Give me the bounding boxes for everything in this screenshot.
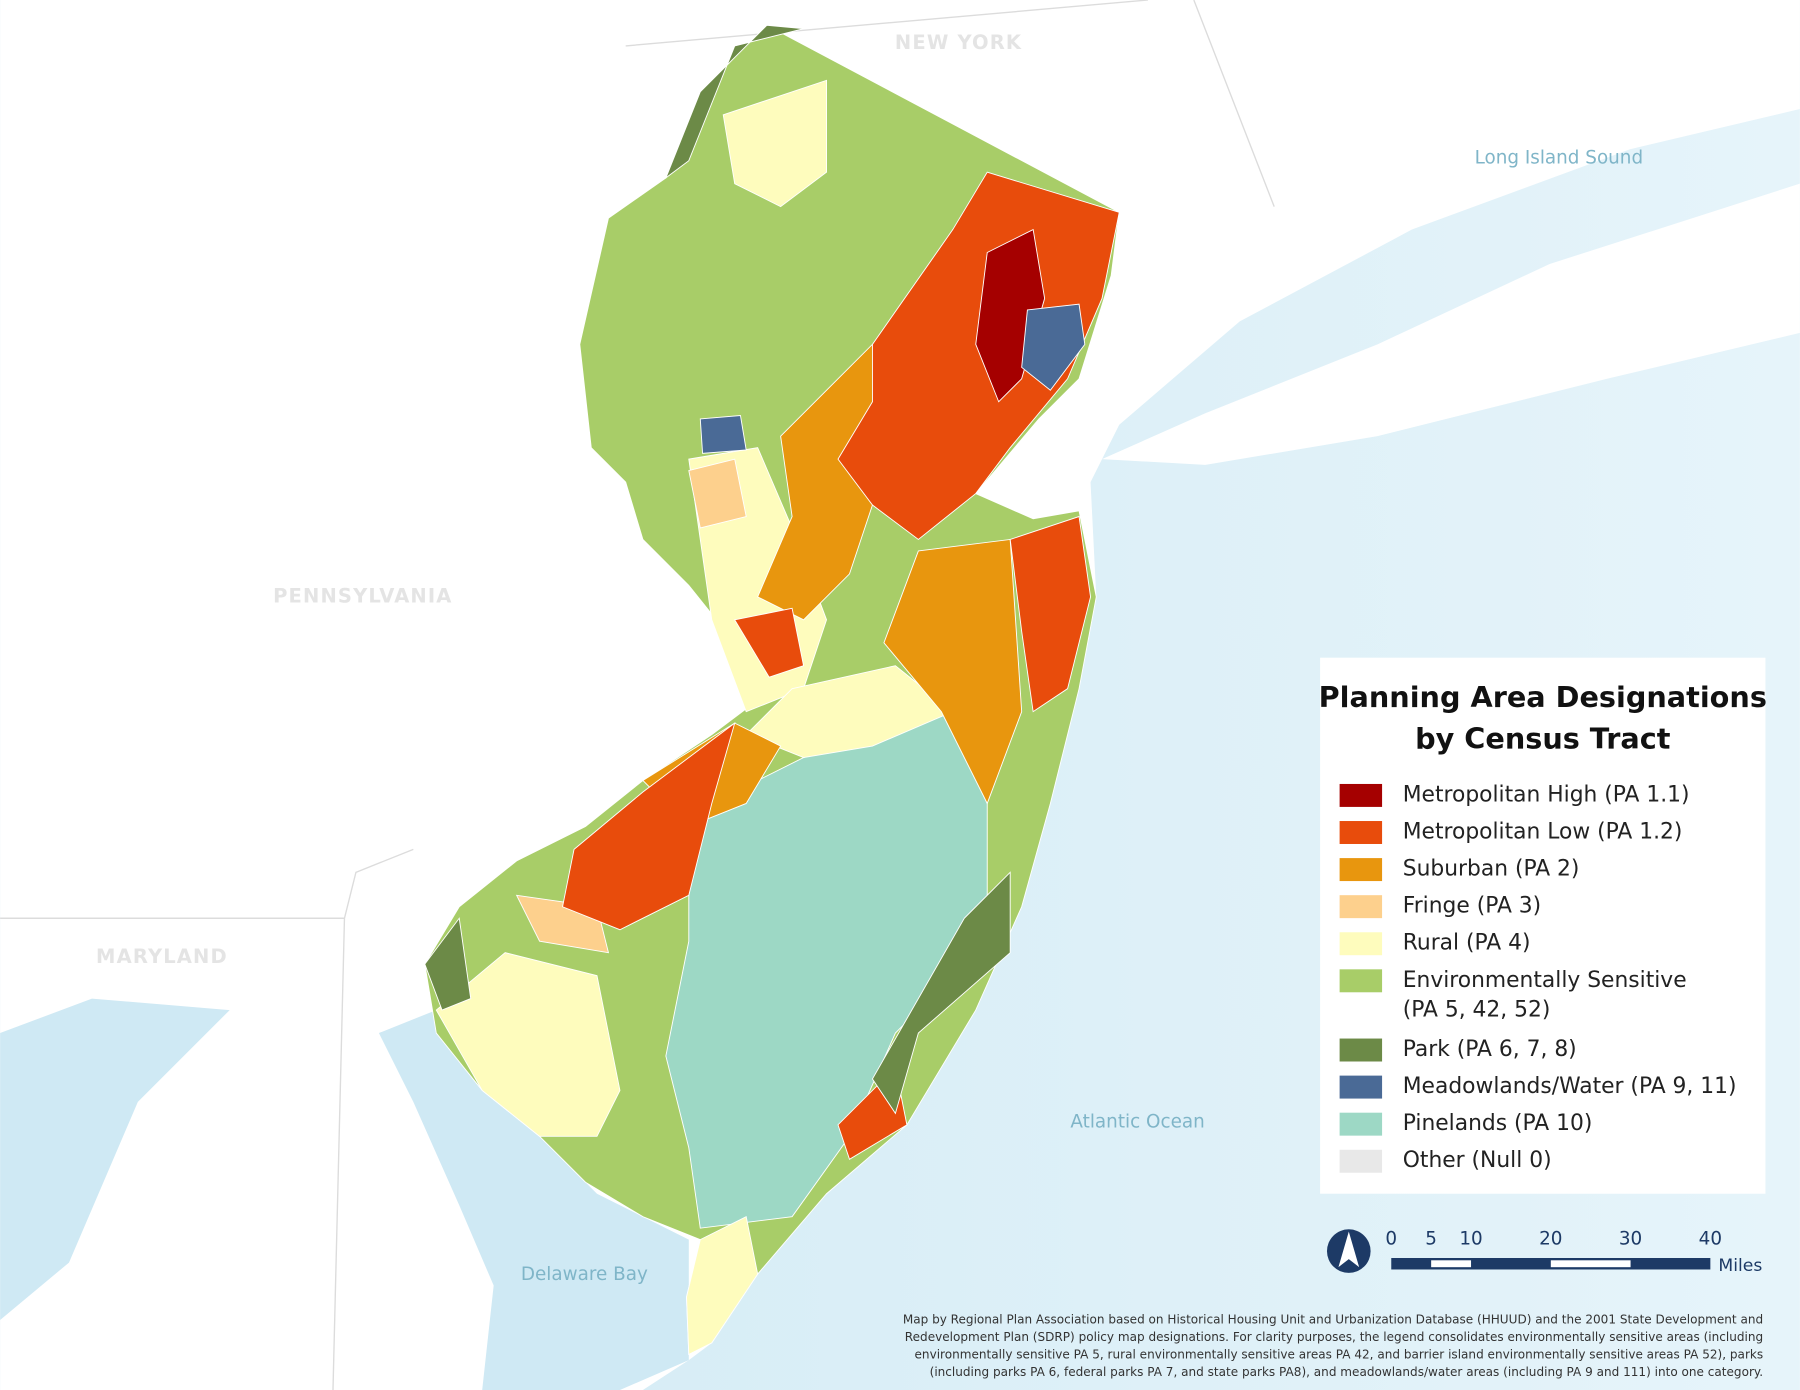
legend-swatch bbox=[1339, 895, 1383, 919]
legend-swatch bbox=[1339, 1038, 1383, 1062]
region bbox=[699, 415, 747, 454]
legend-swatch bbox=[1339, 932, 1383, 956]
delaware-bay bbox=[378, 1010, 689, 1390]
region bbox=[1009, 515, 1092, 713]
legend-label: Meadowlands/Water (PA 9, 11) bbox=[1403, 1074, 1737, 1099]
region bbox=[435, 952, 621, 1137]
region bbox=[424, 917, 472, 1011]
scale-bar-segment bbox=[1431, 1260, 1472, 1268]
legend-swatch bbox=[1339, 858, 1383, 882]
state-label: NEW YORK bbox=[895, 31, 1022, 54]
footnote: Map by Regional Plan Association based o… bbox=[903, 1312, 1763, 1379]
north-arrow-needle bbox=[1338, 1231, 1360, 1268]
footnote-line: environmentally sensitive PA 5, rural en… bbox=[915, 1348, 1764, 1362]
legend-swatch bbox=[1339, 1149, 1383, 1173]
legend-label: Other (Null 0) bbox=[1403, 1148, 1552, 1173]
legend-label: Fringe (PA 3) bbox=[1403, 894, 1541, 919]
region bbox=[837, 171, 1120, 541]
scale-tick-label: 5 bbox=[1425, 1229, 1437, 1250]
footnote-line: Map by Regional Plan Association based o… bbox=[903, 1312, 1763, 1326]
region bbox=[871, 871, 1011, 1115]
legend-swatch bbox=[1339, 821, 1383, 844]
legend: Planning Area Designations by Census Trac… bbox=[1319, 657, 1767, 1194]
scale-bar: 0 5 10 20 30 40 Miles bbox=[1326, 1229, 1762, 1276]
legend-title: by Census Tract bbox=[1415, 721, 1671, 755]
long-island bbox=[1102, 183, 1800, 465]
water-label: Long Island Sound bbox=[1475, 147, 1644, 168]
legend-label: Suburban (PA 2) bbox=[1403, 857, 1580, 882]
legend-label: Environmentally Sensitive bbox=[1403, 968, 1687, 993]
region bbox=[733, 607, 805, 678]
legend-swatch bbox=[1339, 783, 1383, 807]
legend-label: (PA 5, 42, 52) bbox=[1403, 998, 1551, 1023]
footnote-line: Redevelopment Plan (SDRP) policy map des… bbox=[905, 1330, 1763, 1344]
scale-tick-label: 0 bbox=[1385, 1229, 1397, 1250]
water-label: Delaware Bay bbox=[521, 1264, 648, 1285]
region bbox=[686, 1216, 759, 1356]
legend-title: Planning Area Designations bbox=[1319, 680, 1767, 714]
legend-swatch bbox=[1339, 1075, 1383, 1099]
legend-label: Metropolitan High (PA 1.1) bbox=[1403, 782, 1690, 807]
region bbox=[664, 24, 804, 180]
scale-tick-label: 10 bbox=[1459, 1229, 1482, 1250]
state-label: PENNSYLVANIA bbox=[273, 584, 452, 607]
scale-unit: Miles bbox=[1718, 1256, 1762, 1276]
region bbox=[562, 721, 736, 931]
region bbox=[722, 79, 827, 208]
state-border bbox=[0, 0, 1275, 1390]
region bbox=[1021, 303, 1086, 391]
new-jersey bbox=[424, 24, 1120, 1356]
legend-swatch bbox=[1339, 969, 1383, 993]
scale-tick-label: 30 bbox=[1619, 1229, 1642, 1250]
region bbox=[688, 458, 747, 529]
water-label: Atlantic Ocean bbox=[1070, 1112, 1204, 1133]
scale-tick-label: 40 bbox=[1699, 1229, 1722, 1250]
legend-box bbox=[1320, 657, 1766, 1194]
footnote-line: (including parks PA 6, federal parks PA … bbox=[930, 1365, 1764, 1379]
legend-label: Pinelands (PA 10) bbox=[1403, 1111, 1593, 1136]
legend-label: Metropolitan Low (PA 1.2) bbox=[1403, 820, 1683, 845]
scale-bar-segment bbox=[1550, 1260, 1631, 1268]
legend-label: Park (PA 6, 7, 8) bbox=[1403, 1037, 1577, 1062]
legend-label: Rural (PA 4) bbox=[1403, 931, 1531, 956]
legend-swatch bbox=[1339, 1112, 1383, 1136]
scale-tick-label: 20 bbox=[1539, 1229, 1562, 1250]
state-label: MARYLAND bbox=[96, 945, 228, 968]
chesapeake-bay bbox=[0, 998, 230, 1320]
